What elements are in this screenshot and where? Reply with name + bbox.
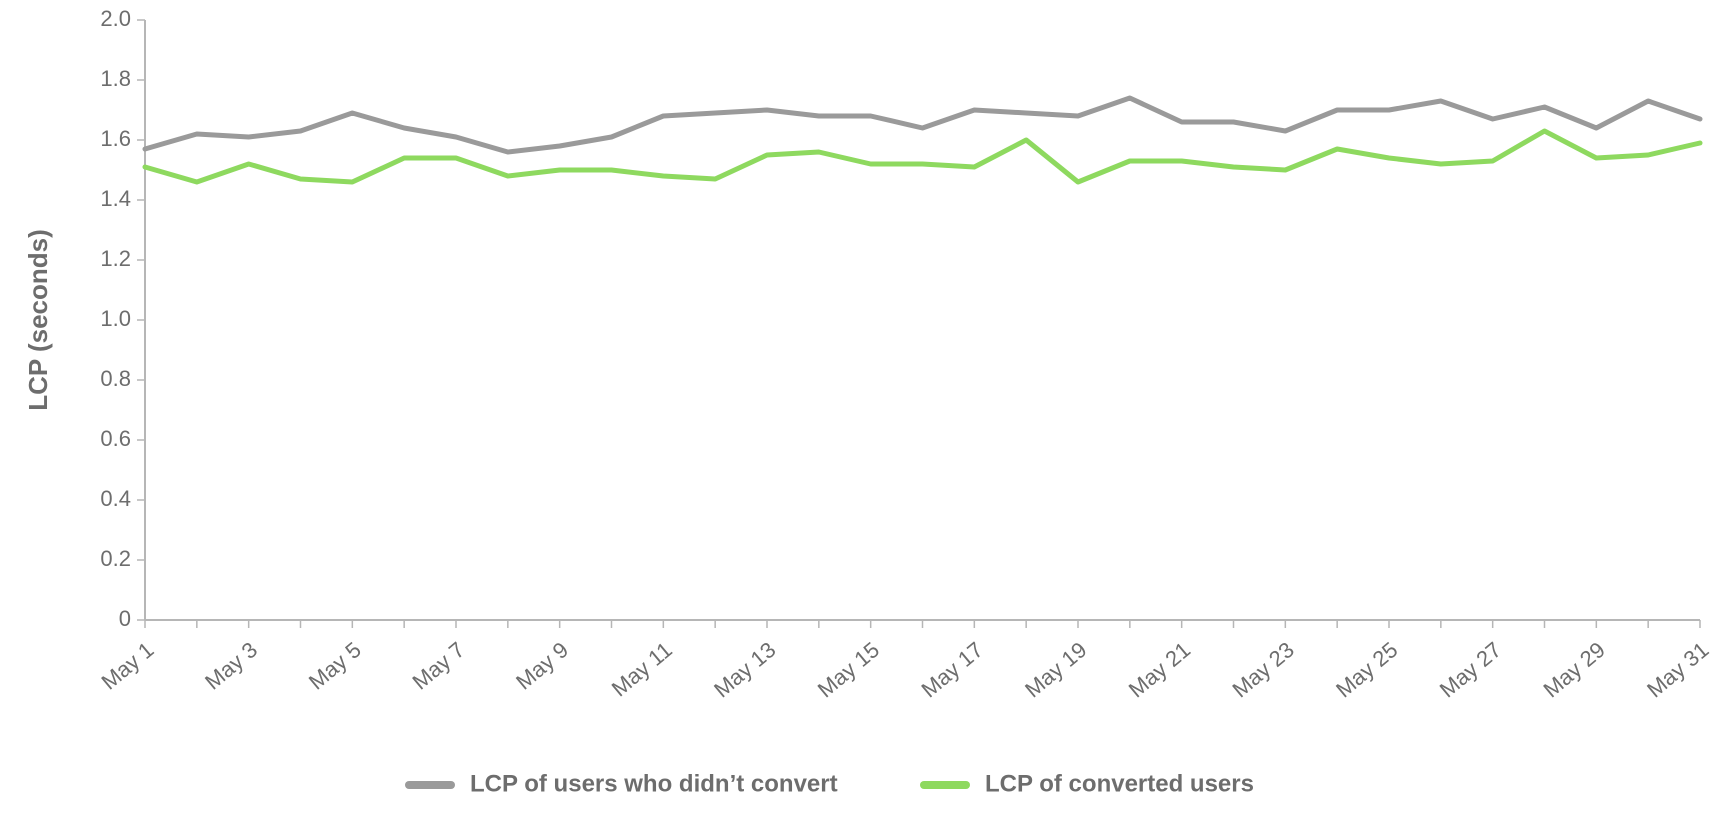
y-axis-title: LCP (seconds) (23, 229, 53, 411)
legend-label-not_converted: LCP of users who didn’t convert (470, 770, 838, 797)
y-tick-label: 0.2 (100, 546, 131, 571)
legend-swatch-converted (920, 781, 970, 789)
y-tick-label: 1.4 (100, 186, 131, 211)
legend-swatch-not_converted (405, 781, 455, 789)
y-tick-label: 0 (119, 606, 131, 631)
y-tick-label: 2.0 (100, 6, 131, 31)
y-tick-label: 1.8 (100, 66, 131, 91)
y-tick-label: 1.0 (100, 306, 131, 331)
legend-label-converted: LCP of converted users (985, 770, 1254, 797)
y-tick-label: 0.4 (100, 486, 131, 511)
y-tick-label: 0.8 (100, 366, 131, 391)
y-tick-label: 1.2 (100, 246, 131, 271)
lcp-line-chart: 00.20.40.60.81.01.21.41.61.82.0May 1May … (0, 0, 1720, 840)
y-tick-label: 0.6 (100, 426, 131, 451)
y-tick-label: 1.6 (100, 126, 131, 151)
